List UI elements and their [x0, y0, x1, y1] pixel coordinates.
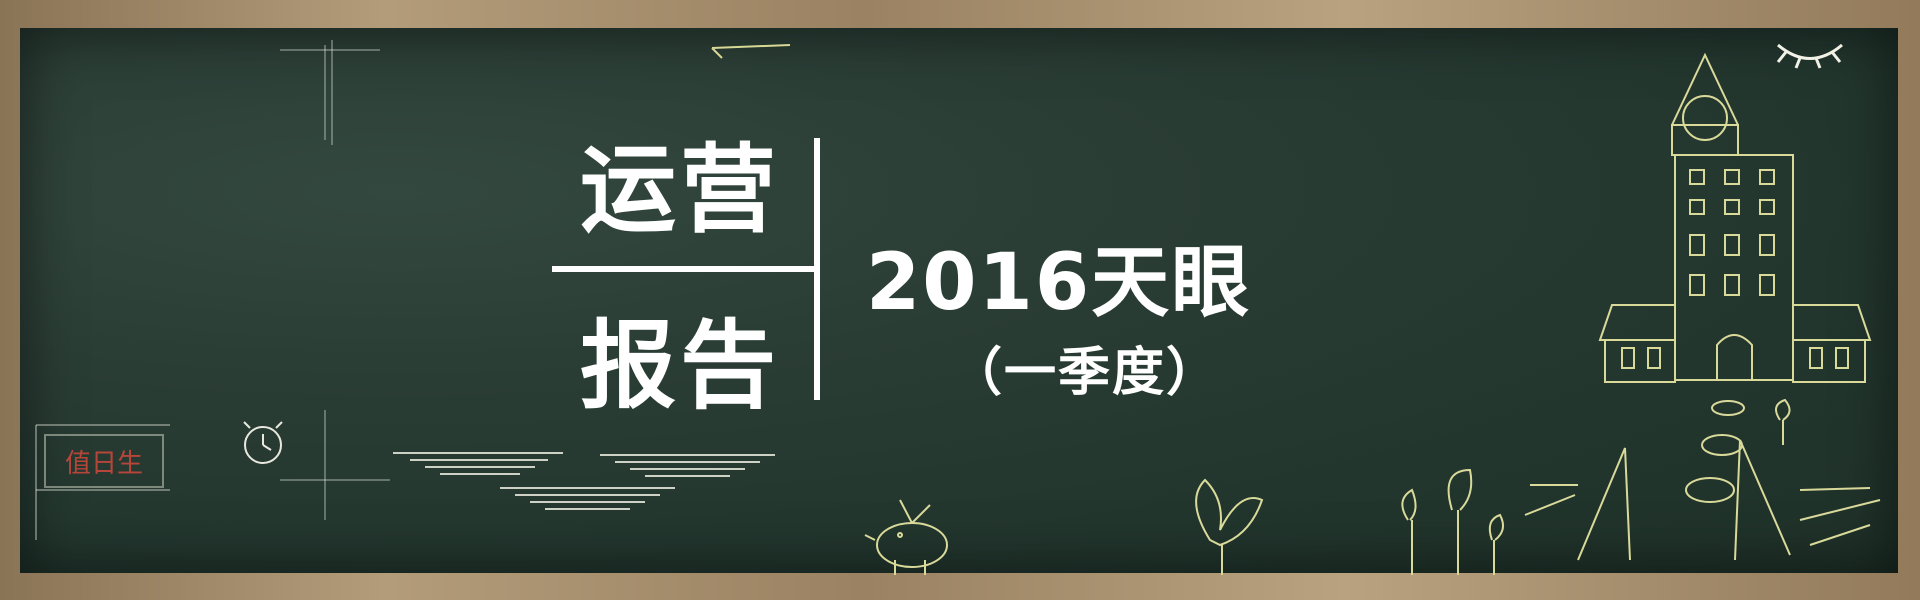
chalk-grid-lines	[280, 40, 390, 520]
sleeping-eye-icon	[1776, 43, 1843, 69]
title-bottom: 报告	[580, 310, 780, 422]
duty-board-lines	[35, 424, 170, 540]
subtitle: 2016天眼	[866, 238, 1252, 328]
chalk-dash-lines	[393, 452, 775, 510]
clock-icon	[243, 421, 283, 464]
title-vertical-divider	[814, 138, 820, 400]
book-illustration	[1524, 439, 1881, 561]
pencil-mark	[711, 44, 791, 59]
title-top: 运营	[580, 134, 780, 246]
bird-illustration	[864, 499, 948, 575]
quarter-label: （一季度）	[950, 343, 1221, 403]
chalkboard	[20, 28, 1898, 573]
title-horizontal-divider	[552, 266, 814, 272]
flowers-illustration	[1195, 398, 1791, 575]
building-illustration	[1598, 52, 1872, 503]
duty-label: 值日生	[44, 434, 164, 488]
